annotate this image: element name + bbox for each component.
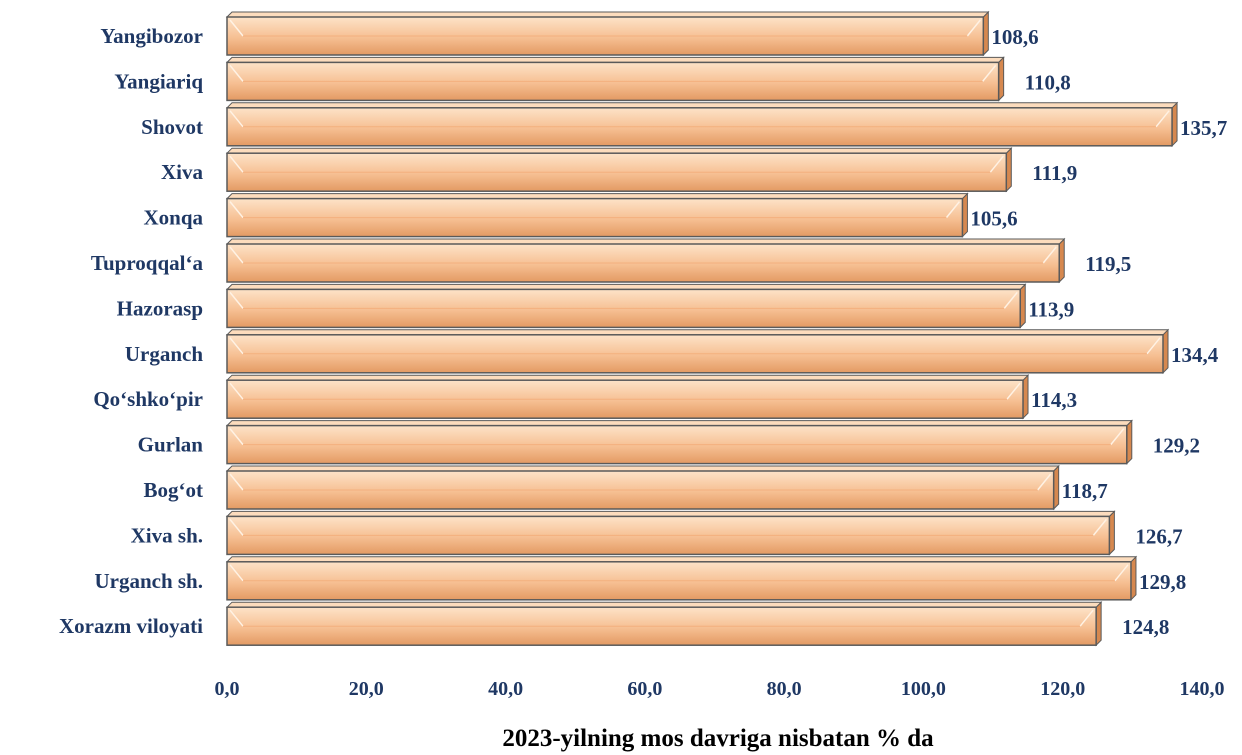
bar: [225, 600, 1103, 647]
category-label: Xiva sh.: [131, 523, 203, 547]
bar-bevel: [229, 19, 244, 37]
category-label: Yangibozor: [100, 24, 203, 48]
bar-bevel: [1003, 291, 1018, 309]
bar-bevel: [229, 155, 244, 173]
category-labels: Yangibozor Yangiariq Shovot Xiva Xonqa Tuproq…: [59, 24, 204, 638]
bar-bevel: [229, 110, 244, 128]
category-label: Xorazm viloyati: [59, 614, 203, 638]
bar-bevel: [229, 382, 244, 400]
bar-side: [1058, 237, 1065, 284]
value-label: 118,7: [1062, 479, 1108, 503]
bar-bevel: [1006, 382, 1021, 400]
x-tick-label: 40,0: [488, 678, 523, 700]
bar-bevel: [1110, 428, 1125, 446]
bar-bevel: [229, 564, 244, 582]
bar-bevel: [1155, 110, 1170, 128]
bar-bevel: [229, 428, 244, 446]
category-label: Qo‘shko‘pir: [93, 387, 203, 411]
bars-layer: [225, 10, 1179, 647]
bar-bevel: [229, 201, 244, 219]
category-label: Hazorasp: [117, 296, 203, 320]
value-labels: 108,6 110,8 135,7 111,9 105,6 119,5 113,9 134,4…: [970, 25, 1227, 639]
bar: [225, 10, 990, 57]
value-label: 129,2: [1153, 434, 1200, 458]
bar: [225, 328, 1170, 375]
category-label: Urganch sh.: [94, 569, 203, 593]
bar-bevel: [966, 19, 981, 37]
x-tick-label: 100,0: [901, 678, 946, 700]
category-label: Xonqa: [143, 206, 203, 230]
bar: [225, 419, 1133, 465]
bar: [225, 56, 1005, 102]
bar: [225, 510, 1116, 556]
bar-bevel: [229, 291, 244, 309]
x-tick-labels: 0,0 20,0 40,0 60,0 80,0 100,0 120,0 140,0: [215, 678, 1225, 700]
bar-bevel: [229, 518, 244, 536]
x-tick-label: 140,0: [1180, 678, 1225, 700]
category-label: Bog‘ot: [144, 478, 204, 502]
value-label: 113,9: [1028, 297, 1074, 321]
bar-bevel: [1092, 518, 1107, 536]
bar-side: [998, 56, 1005, 102]
value-label: 114,3: [1031, 388, 1077, 412]
bar-bevel: [229, 246, 244, 264]
bar-bevel: [229, 64, 244, 82]
bar: [225, 192, 969, 238]
bar: [225, 146, 1013, 193]
category-label: Gurlan: [138, 433, 204, 457]
bar-bevel: [1146, 337, 1161, 355]
bar-side: [1053, 464, 1060, 511]
value-label: 111,9: [1032, 161, 1077, 185]
bar-bevel: [1079, 609, 1094, 627]
category-label: Shovot: [141, 115, 203, 139]
value-label: 129,8: [1139, 570, 1186, 594]
x-axis-label: 2023-yilning mos davriga nisbatan % da: [502, 725, 934, 752]
category-label: Tuproqqal‘a: [91, 251, 204, 275]
category-label: Yangiariq: [114, 69, 203, 93]
bar: [225, 555, 1138, 602]
value-label: 126,7: [1135, 524, 1182, 548]
bar-bevel: [229, 337, 244, 355]
bar: [225, 237, 1066, 284]
bar-bevel: [1042, 246, 1057, 264]
bar: [225, 464, 1060, 511]
x-tick-label: 60,0: [627, 678, 662, 700]
x-tick-label: 20,0: [349, 678, 384, 700]
bar-side: [1022, 373, 1029, 420]
bar-bevel: [1114, 564, 1129, 582]
bar-bevel: [229, 609, 244, 627]
bar-bevel: [945, 201, 961, 219]
x-tick-label: 0,0: [215, 678, 240, 700]
bar-bevel: [982, 64, 997, 82]
bar: [225, 283, 1027, 329]
bar-side: [1126, 419, 1133, 465]
x-tick-label: 120,0: [1040, 678, 1085, 700]
value-label: 135,7: [1180, 116, 1227, 140]
bar: [225, 101, 1179, 148]
value-label: 134,4: [1171, 343, 1219, 367]
bar-bevel: [1037, 473, 1052, 491]
value-label: 124,8: [1122, 615, 1169, 639]
value-label: 108,6: [991, 25, 1038, 49]
value-label: 110,8: [1025, 70, 1071, 94]
bar: [225, 373, 1030, 420]
category-label: Xiva: [161, 160, 204, 184]
bar-bevel: [989, 155, 1004, 173]
value-label: 119,5: [1085, 252, 1131, 276]
category-label: Urganch: [125, 342, 203, 366]
bar-bevel: [229, 473, 244, 491]
x-tick-label: 80,0: [767, 678, 802, 700]
value-label: 105,6: [970, 207, 1017, 231]
